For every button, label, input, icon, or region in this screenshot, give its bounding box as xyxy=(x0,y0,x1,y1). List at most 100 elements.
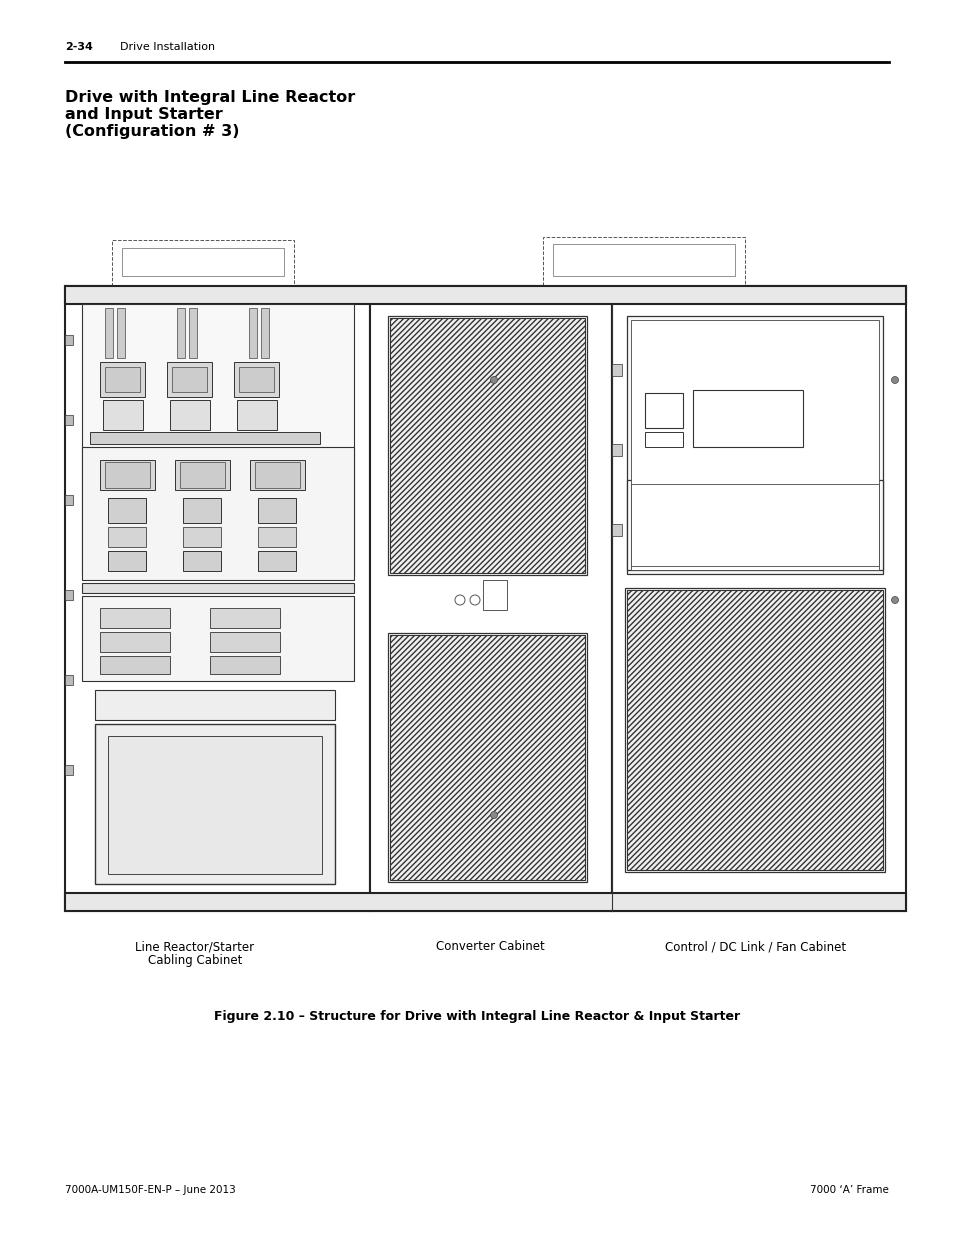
Circle shape xyxy=(470,595,479,605)
Bar xyxy=(210,608,280,629)
Bar xyxy=(390,635,584,881)
Text: Drive Installation: Drive Installation xyxy=(120,42,214,52)
Bar xyxy=(257,527,295,547)
Circle shape xyxy=(781,338,821,378)
Bar xyxy=(100,459,154,490)
Bar xyxy=(108,736,322,874)
Circle shape xyxy=(686,540,699,552)
Bar xyxy=(65,676,73,685)
Bar xyxy=(65,590,73,600)
Bar xyxy=(249,308,256,358)
Circle shape xyxy=(490,377,497,384)
Bar xyxy=(65,287,370,911)
Circle shape xyxy=(812,492,824,504)
Text: Figure 2.10 – Structure for Drive with Integral Line Reactor & Input Starter: Figure 2.10 – Structure for Drive with I… xyxy=(213,1010,740,1023)
Text: Control / DC Link / Fan Cabinet: Control / DC Link / Fan Cabinet xyxy=(665,940,845,953)
Circle shape xyxy=(812,540,824,552)
Bar xyxy=(65,415,73,425)
Text: Line Reactor/Starter: Line Reactor/Starter xyxy=(135,940,254,953)
Bar xyxy=(236,400,276,430)
Circle shape xyxy=(890,597,898,604)
Bar xyxy=(630,320,878,571)
Circle shape xyxy=(728,508,740,520)
Bar xyxy=(108,551,146,571)
Bar xyxy=(65,764,73,776)
Circle shape xyxy=(690,343,720,373)
Bar xyxy=(82,583,354,593)
Circle shape xyxy=(770,524,782,536)
Bar xyxy=(82,447,354,580)
Bar xyxy=(644,393,682,429)
Text: 2-34: 2-34 xyxy=(65,42,92,52)
Circle shape xyxy=(490,597,497,604)
Circle shape xyxy=(770,540,782,552)
Circle shape xyxy=(242,412,252,424)
Bar xyxy=(174,459,230,490)
Bar xyxy=(122,248,284,275)
Circle shape xyxy=(128,412,138,424)
Circle shape xyxy=(728,492,740,504)
Bar xyxy=(390,317,584,573)
Bar xyxy=(612,524,621,536)
Circle shape xyxy=(194,412,205,424)
Circle shape xyxy=(728,524,740,536)
Circle shape xyxy=(812,508,824,520)
Bar xyxy=(108,498,146,522)
Bar xyxy=(180,462,225,488)
Bar xyxy=(612,364,621,375)
Bar xyxy=(388,634,586,882)
Circle shape xyxy=(642,343,672,373)
Bar xyxy=(542,237,744,288)
Bar xyxy=(183,527,221,547)
Circle shape xyxy=(733,338,773,378)
Bar xyxy=(644,432,682,447)
Circle shape xyxy=(686,492,699,504)
Bar xyxy=(183,498,221,522)
Bar xyxy=(210,656,280,674)
Bar xyxy=(692,390,802,447)
Bar xyxy=(612,445,621,456)
Bar xyxy=(82,304,354,574)
Text: and Input Starter: and Input Starter xyxy=(65,107,222,122)
Bar xyxy=(103,400,143,430)
Circle shape xyxy=(108,412,118,424)
Bar xyxy=(250,459,305,490)
Bar xyxy=(612,287,905,911)
Bar xyxy=(370,287,612,911)
Bar xyxy=(183,551,221,571)
Text: 7000 ‘A’ Frame: 7000 ‘A’ Frame xyxy=(809,1186,888,1195)
Bar xyxy=(65,495,73,505)
Bar xyxy=(210,632,280,652)
Circle shape xyxy=(455,595,464,605)
Circle shape xyxy=(728,540,740,552)
Bar xyxy=(117,308,125,358)
Circle shape xyxy=(770,508,782,520)
Bar xyxy=(167,362,212,396)
Text: Converter Cabinet: Converter Cabinet xyxy=(436,940,544,953)
Bar xyxy=(105,367,140,391)
Circle shape xyxy=(770,492,782,504)
Bar xyxy=(624,588,884,872)
Bar xyxy=(233,362,278,396)
Bar xyxy=(189,308,196,358)
Bar xyxy=(170,400,210,430)
Circle shape xyxy=(644,492,657,504)
Bar xyxy=(108,527,146,547)
Bar xyxy=(388,316,586,576)
Bar xyxy=(95,690,335,720)
Bar xyxy=(630,484,878,566)
Bar xyxy=(261,308,269,358)
Circle shape xyxy=(174,412,185,424)
Circle shape xyxy=(638,338,678,378)
Circle shape xyxy=(686,524,699,536)
Bar xyxy=(553,245,734,275)
Bar xyxy=(177,308,185,358)
Circle shape xyxy=(644,540,657,552)
Circle shape xyxy=(685,338,725,378)
Bar xyxy=(65,287,905,304)
Circle shape xyxy=(786,343,816,373)
Bar xyxy=(254,462,299,488)
Text: Drive with Integral Line Reactor: Drive with Integral Line Reactor xyxy=(65,90,355,105)
Bar xyxy=(100,632,170,652)
Bar xyxy=(257,551,295,571)
